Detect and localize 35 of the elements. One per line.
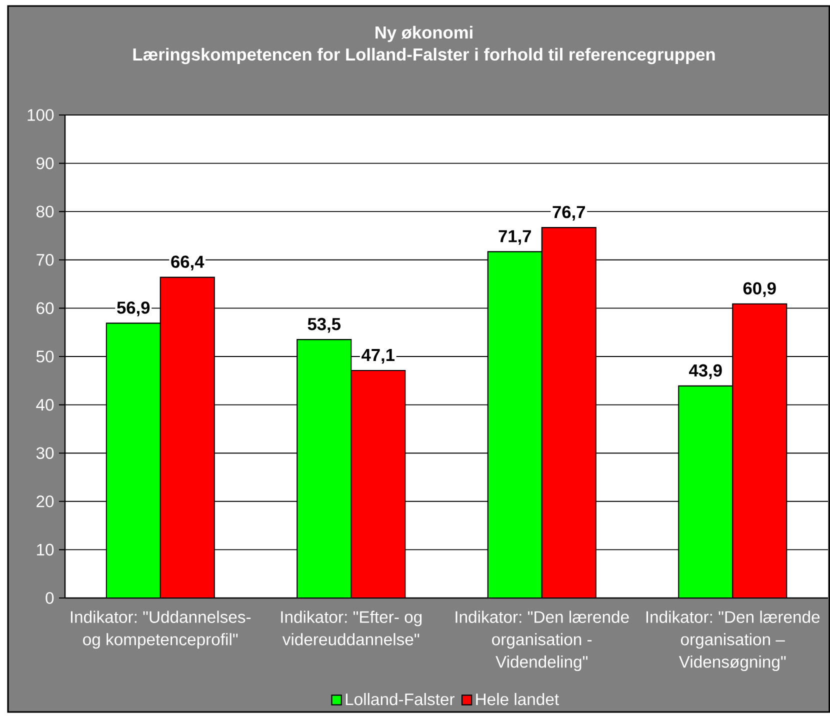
bar: [541, 227, 596, 598]
bar: [678, 385, 734, 598]
y-tick-label: 0: [46, 592, 54, 604]
data-label: 47,1: [362, 349, 395, 364]
data-label: 71,7: [498, 230, 531, 245]
bar: [732, 303, 788, 598]
y-tick-label: 30: [36, 447, 54, 459]
y-tick-label: 100: [28, 109, 54, 121]
y-tick-label: 50: [36, 350, 54, 362]
bar: [160, 276, 215, 598]
y-tick-label: 80: [36, 206, 54, 218]
data-label: 60,9: [743, 282, 776, 297]
data-label: 76,7: [552, 206, 585, 221]
bar: [487, 251, 542, 598]
legend-label: Hele landet: [476, 692, 559, 706]
y-tick-label: 90: [36, 157, 54, 170]
data-label: 56,9: [117, 302, 150, 316]
y-tick-label: 70: [36, 254, 54, 266]
bar: [106, 322, 161, 598]
data-label: 43,9: [689, 364, 722, 380]
y-tick-label: 60: [36, 302, 54, 314]
data-label: 53,5: [308, 318, 341, 333]
data-label: 66,4: [171, 256, 204, 270]
y-tick-label: 10: [37, 544, 54, 556]
bar: [350, 370, 406, 598]
y-tick-label: 20: [36, 496, 54, 508]
x-tick-label: Indikator: "Uddannelses- og kompetenceprofil": [70, 610, 251, 649]
legend-label: Lolland-Falster: [346, 692, 454, 706]
x-tick-label: Indikator: "Den lærende organisation - Videndeling": [456, 610, 629, 672]
chart-subtitle: Læringskompetencen for Lolland-Falster i forhold til referencegruppen: [133, 48, 715, 64]
bar: [296, 339, 352, 598]
x-tick-label: Indikator: "Den lærende organisation – Vidensøgning": [646, 610, 820, 672]
x-tick-label: Indikator: "Efter- og videreuddannelse": [281, 610, 422, 646]
y-tick-label: 40: [36, 398, 54, 411]
chart-title: Ny økonomi: [376, 26, 472, 42]
